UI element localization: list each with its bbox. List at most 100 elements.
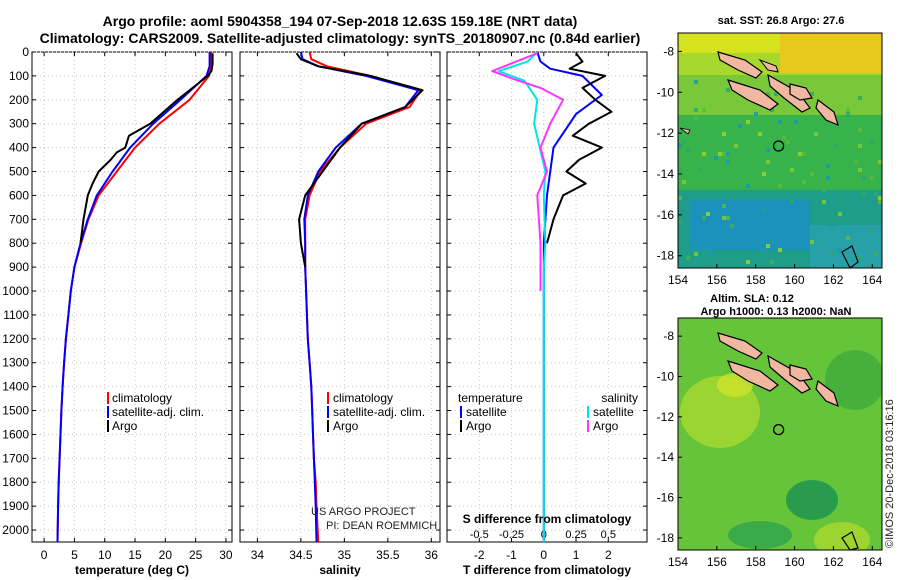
sla-low-anomaly	[786, 480, 838, 520]
sst-pixel	[830, 224, 834, 228]
sst-pixel	[878, 200, 882, 204]
sst-pixel	[694, 80, 698, 84]
sst-pixel	[814, 108, 818, 112]
legend-label-s-argo: Argo	[593, 419, 619, 433]
depth-tick-label: 1000	[2, 284, 29, 298]
temperature-plot-frame	[31, 51, 233, 543]
sst-pixel	[770, 240, 774, 244]
sst-pixel	[746, 120, 750, 124]
sla-map-frame	[677, 317, 883, 551]
sst-pixel	[786, 140, 790, 144]
sst-pixel	[870, 228, 874, 232]
latitude-tick-label: -16	[657, 208, 675, 222]
sst-pixel	[826, 128, 830, 132]
sst-pixel	[858, 168, 862, 172]
sst-longitude-ticks: 154 156 158 160 162 164	[668, 264, 883, 287]
profile-line-satellite-adj-clim-	[56, 52, 211, 542]
depth-tick-label: 1300	[2, 356, 29, 370]
sst-pixel	[682, 180, 686, 184]
legend-label-argo: Argo	[112, 419, 138, 433]
island-choiseul	[717, 51, 763, 79]
depth-tick-label: 800	[9, 236, 29, 250]
island-small-2	[679, 127, 691, 135]
sst-pixel	[686, 148, 690, 152]
sst-pixel	[870, 140, 874, 144]
latitude-tick-label: -12	[657, 410, 675, 424]
sst-pixel	[846, 112, 850, 116]
sst-pixel	[826, 176, 830, 180]
sst-map-panel: sat. SST: 26.8 Argo: 27.6	[657, 15, 883, 287]
temperature-axis-label: temperature (deg C)	[75, 563, 189, 577]
sst-pixel	[706, 212, 710, 216]
sst-pixel	[702, 216, 706, 220]
depth-tick-label: 100	[9, 69, 29, 83]
profile-line-argo	[79, 53, 214, 244]
sst-pixel	[810, 172, 814, 176]
sst-pixel	[858, 128, 862, 132]
sst-map-title: sat. SST: 26.8 Argo: 27.6	[718, 15, 845, 27]
longitude-tick-label: 164	[862, 273, 882, 287]
sst-pixel	[694, 244, 698, 248]
sst-pixel	[682, 140, 686, 144]
longitude-tick-label: 162	[823, 555, 843, 569]
sst-pixel	[862, 192, 866, 196]
argo-float-location-marker	[772, 423, 785, 436]
sst-pixel	[858, 96, 862, 100]
sst-pixel	[722, 216, 726, 220]
latitude-tick-label: -14	[657, 450, 675, 464]
sst-pixel	[794, 120, 798, 124]
legend-label-s-satellite: satellite	[593, 405, 634, 419]
sst-pixel	[694, 116, 698, 120]
imos-credit: ©IMOS 20-Dec-2018 03:16:16	[884, 399, 896, 548]
x-tick-label: 25	[189, 548, 203, 562]
sst-pixel	[830, 200, 834, 204]
depth-axis-ticks: 0 100 200 300 400 500 600 700 800 900 1000 1100 1200…	[2, 45, 29, 537]
x-tick-label: -2	[474, 548, 485, 562]
sst-pixel	[858, 256, 862, 260]
sla-map-title: Altim. SLA: 0.12	[710, 293, 794, 305]
sst-pixel	[838, 248, 842, 252]
sst-pixel	[714, 156, 718, 160]
sst-pixel	[678, 168, 682, 172]
longitude-tick-label: 154	[668, 555, 688, 569]
sst-pixel	[722, 152, 726, 156]
depth-tick-label: 1200	[2, 332, 29, 346]
latitude-tick-label: -16	[657, 491, 675, 505]
t-difference-axis-label: T difference from climatology	[463, 563, 631, 577]
profile-line-t-argo	[546, 52, 613, 244]
sla-low-east	[825, 350, 882, 410]
sst-pixel	[782, 136, 786, 140]
sst-pixel	[790, 168, 794, 172]
x-tick-label: 5	[71, 548, 78, 562]
x-tick-label: 34.5	[289, 548, 313, 562]
sst-pixel	[826, 164, 830, 168]
depth-tick-label: 900	[9, 260, 29, 274]
x-tick-label: 2	[605, 548, 612, 562]
island-small-1	[758, 58, 779, 73]
profile-line-t-satellite	[536, 52, 603, 542]
sst-pixel	[726, 160, 730, 164]
sst-pixel	[854, 160, 858, 164]
sst-pixel	[822, 200, 826, 204]
sst-pixel	[838, 212, 842, 216]
island-guadalcanal	[789, 364, 813, 382]
solomon-islands-land	[717, 332, 859, 550]
longitude-tick-label: 156	[707, 555, 727, 569]
sst-map-frame	[677, 32, 883, 269]
legend-label-climatology: climatology	[333, 391, 393, 405]
sst-pixel	[702, 160, 706, 164]
sla-low-south	[728, 521, 792, 549]
legend-label-climatology: climatology	[112, 391, 172, 405]
sst-pixel	[678, 144, 682, 148]
depth-tick-label: 0	[22, 45, 29, 59]
sst-pixel	[678, 196, 682, 200]
x-tick-label: 0	[41, 548, 48, 562]
solomon-islands-land	[679, 51, 859, 268]
sst-pixel	[694, 108, 698, 112]
island-makira	[815, 379, 839, 408]
sla-latitude-ticks: -8 -10 -12 -14 -16 -18	[657, 329, 682, 545]
x-tick-label: 35.5	[376, 548, 400, 562]
longitude-tick-label: 156	[707, 273, 727, 287]
sst-latitude-ticks: -8 -10 -12 -14 -16 -18	[657, 44, 682, 263]
